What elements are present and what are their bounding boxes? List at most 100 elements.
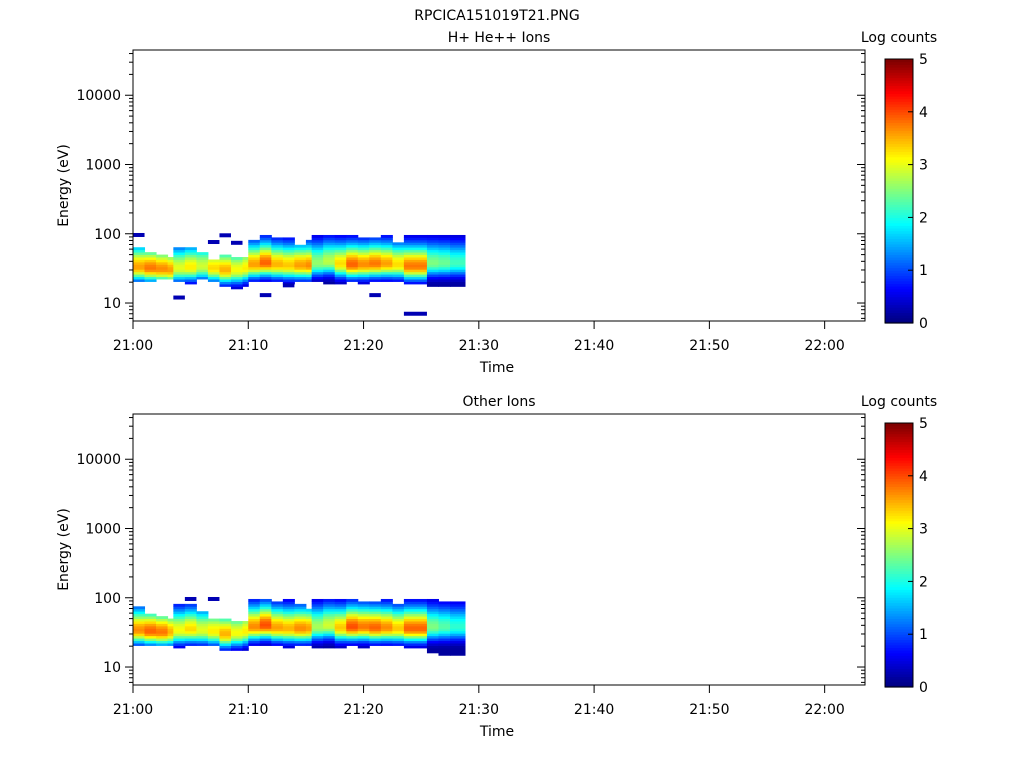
spectrogram-cell [248, 608, 261, 612]
spectrogram-cell [271, 261, 284, 265]
spectrogram-cell [426, 266, 439, 270]
spectrogram-cell [248, 635, 261, 639]
colorbar-gradient-cell [885, 510, 913, 514]
x-tick-label: 21:20 [343, 702, 383, 718]
spectrogram-cell [242, 271, 249, 275]
spectrogram-cell [426, 247, 439, 251]
spectrogram-cell [282, 257, 295, 260]
spectrogram-cell [184, 625, 197, 629]
spectrogram-cell [369, 274, 382, 278]
spectrogram-cell [242, 633, 249, 637]
spectrogram-cell [334, 244, 347, 248]
spectrogram-cell [219, 257, 232, 260]
spectrogram-cell [334, 633, 347, 637]
spectrogram-cell [156, 630, 169, 634]
spectrogram-cell [248, 601, 261, 605]
spectrogram-cell [133, 266, 146, 270]
spectrogram-cell [167, 625, 174, 629]
spectrogram-cell [403, 271, 428, 275]
colorbar-gradient-cell [885, 533, 913, 538]
spectrogram-cell [346, 616, 359, 619]
spectrogram-cell [380, 635, 393, 639]
spectrogram-cell [305, 638, 313, 642]
colorbar-gradient-cell [885, 259, 913, 263]
colorbar-gradient-cell [885, 286, 913, 290]
colorbar-gradient-cell [885, 299, 913, 303]
spectrogram-cell [392, 606, 405, 610]
colorbar-gradient-cell [885, 196, 913, 200]
spectrogram-cell [311, 249, 324, 253]
spectrogram-cell [311, 242, 324, 246]
spectrogram-cell [173, 613, 186, 617]
spectrogram-cell [282, 266, 295, 270]
spectrogram-cell [305, 611, 313, 615]
colorbar-gradient-cell [885, 425, 913, 429]
spectrogram-cell [392, 266, 405, 270]
spectrogram-cell [323, 274, 336, 278]
spectrogram-cell [311, 608, 324, 612]
spectrogram-cell [346, 242, 359, 246]
panel-title: Other Ions [462, 394, 535, 410]
spectrogram-cell [311, 264, 324, 268]
spectrogram-cell [248, 613, 261, 617]
spectrogram-cell [311, 269, 324, 273]
spectrogram-cell [346, 598, 359, 602]
colorbar-gradient-cell [885, 496, 913, 501]
spectrogram-cell [271, 625, 284, 629]
spectrogram-cell [392, 616, 405, 619]
spectrogram-cell [346, 244, 359, 248]
y-tick-label: 10 [103, 660, 121, 676]
spectrogram-cell [346, 618, 359, 622]
spectrogram-cell [184, 606, 197, 610]
spectrogram-cell [259, 633, 272, 637]
x-axis-label: Time [479, 724, 514, 740]
spectrogram-cell [248, 603, 261, 607]
spectrogram-cell [294, 276, 307, 280]
spectrogram-cell [450, 645, 466, 649]
spectrogram-cell [294, 259, 307, 263]
spectrogram-cell [144, 252, 157, 255]
spectrogram-cell [219, 625, 232, 629]
colorbar-gradient-cell [885, 93, 913, 97]
spectrogram-cell [311, 628, 324, 632]
spectrogram-cell [248, 618, 261, 622]
spectrogram-cell [311, 237, 324, 241]
spectrogram-cell [259, 640, 272, 644]
spectrogram-cell [219, 274, 232, 278]
spectrogram-cell [346, 269, 359, 273]
colorbar-gradient-cell [885, 69, 913, 73]
spectrogram-cell [196, 264, 209, 268]
colorbar-gradient-cell [885, 473, 913, 477]
spectrogram-cell [282, 239, 295, 243]
x-tick-label: 21:10 [228, 702, 268, 718]
spectrogram-cell [271, 613, 284, 617]
colorbar-gradient-cell [885, 518, 913, 522]
spectrogram-cell [173, 621, 186, 624]
spectrogram-cell [426, 625, 439, 629]
colorbar-gradient-cell [885, 241, 913, 245]
spectrogram-cell [438, 635, 451, 639]
spectrogram-cell [334, 242, 347, 246]
colorbar-tick-label: 3 [919, 522, 928, 538]
spectrogram-cell [403, 601, 428, 605]
spectrogram-cell [380, 254, 393, 258]
spectrogram-cell [403, 598, 428, 602]
colorbar-gradient-cell [885, 59, 913, 63]
spectrogram-cell [248, 247, 261, 251]
spectrogram-cell [282, 279, 295, 282]
spectrogram-cell [334, 606, 347, 610]
spectrogram-cell [323, 234, 336, 238]
spectrogram-cell [305, 640, 313, 644]
spectrogram-cell [230, 286, 244, 290]
spectrogram-cell [450, 244, 466, 248]
spectrogram-cell [426, 259, 439, 263]
spectrogram-cell [369, 618, 382, 622]
colorbar-gradient-cell [885, 502, 913, 506]
spectrogram-cell [271, 618, 284, 622]
colorbar-gradient-cell [885, 117, 913, 121]
spectrogram-cell [323, 269, 336, 273]
colorbar-gradient-cell [885, 520, 913, 524]
y-tick-label: 10000 [76, 452, 121, 468]
colorbar-gradient-cell [885, 175, 913, 179]
